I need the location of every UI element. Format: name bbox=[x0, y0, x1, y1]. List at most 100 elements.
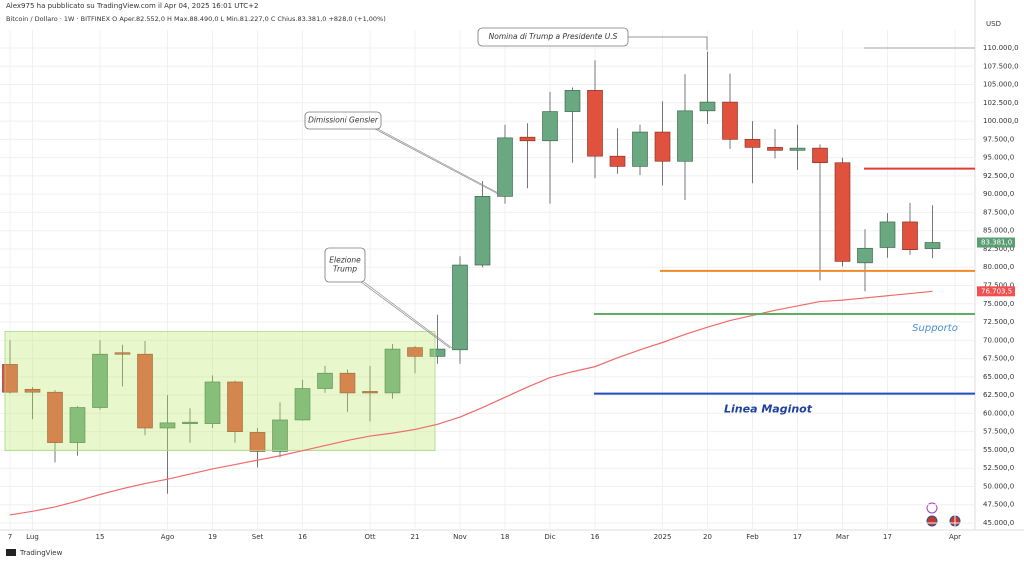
x-tick-label: 16 bbox=[591, 533, 600, 541]
x-tick-label: Apr bbox=[949, 533, 961, 541]
callout-text: Nomina di Trump a Presidente U.S bbox=[489, 32, 618, 41]
y-tick-label: 50.000,0 bbox=[983, 482, 1014, 490]
candle-body bbox=[159, 422, 176, 429]
candle-body bbox=[2, 364, 18, 393]
candle-body bbox=[204, 381, 221, 424]
x-tick-label: Mar bbox=[836, 533, 849, 541]
y-tick-label: 75.000,0 bbox=[983, 300, 1014, 308]
x-tick-label: 18 bbox=[501, 533, 510, 541]
candle-body bbox=[924, 242, 941, 249]
y-tick-label: 100.000,0 bbox=[983, 117, 1019, 125]
candle-body bbox=[137, 353, 153, 429]
candle-body bbox=[564, 90, 581, 112]
x-tick-label: 20 bbox=[703, 533, 712, 541]
y-tick-label: 82.500,0 bbox=[983, 245, 1014, 253]
y-tick-label: 65.000,0 bbox=[983, 373, 1014, 381]
callout-text: Trump bbox=[333, 265, 357, 274]
x-tick-label: 17 bbox=[883, 533, 892, 541]
x-tick-label: Set bbox=[252, 533, 264, 541]
candle-body bbox=[542, 111, 558, 142]
y-tick-label: 110.000,0 bbox=[983, 44, 1019, 52]
candle-body bbox=[24, 388, 41, 393]
candle-body bbox=[767, 147, 783, 151]
callout-box bbox=[477, 27, 629, 47]
callout-pointer bbox=[374, 128, 501, 196]
y-tick-label: 47.500,0 bbox=[983, 501, 1014, 509]
callout-box bbox=[324, 247, 366, 283]
y-tick-label: 45.000,0 bbox=[983, 519, 1014, 527]
candle-body bbox=[362, 391, 378, 394]
price-tag bbox=[977, 237, 1015, 248]
y-tick-label: 87.500,0 bbox=[983, 208, 1014, 216]
price-tag-label: 76.703,5 bbox=[981, 287, 1012, 295]
candle-body bbox=[834, 162, 851, 262]
callout-text: Elezione bbox=[329, 256, 361, 265]
candle-body bbox=[384, 348, 401, 394]
candle-body bbox=[182, 421, 198, 424]
callout-pointer bbox=[628, 36, 708, 50]
candle-body bbox=[587, 90, 603, 157]
range-box bbox=[4, 331, 436, 452]
y-tick-label: 85.000,0 bbox=[983, 227, 1014, 235]
candle-body bbox=[69, 407, 86, 443]
y-tick-label: 55.000,0 bbox=[983, 446, 1014, 454]
y-tick-label: 62.500,0 bbox=[983, 391, 1014, 399]
candle-body bbox=[902, 221, 918, 250]
y-tick-label: 80.000,0 bbox=[983, 263, 1014, 271]
candle-body bbox=[632, 131, 648, 167]
y-tick-label: 105.000,0 bbox=[983, 81, 1019, 89]
moving-average bbox=[9, 290, 933, 516]
callout-pointer bbox=[363, 281, 453, 349]
x-tick-label: Feb bbox=[746, 533, 759, 541]
x-tick-label: Lug bbox=[26, 533, 39, 541]
callout-box bbox=[304, 111, 382, 130]
y-tick-label: 90.000,0 bbox=[983, 190, 1014, 198]
x-tick-label: 21 bbox=[411, 533, 420, 541]
x-tick-label: 2025 bbox=[654, 533, 672, 541]
candle-body bbox=[857, 247, 873, 264]
candle-body bbox=[722, 101, 738, 140]
candle-body bbox=[789, 147, 806, 151]
y-tick-label: 95.000,0 bbox=[983, 154, 1014, 162]
candle-body bbox=[317, 372, 333, 389]
y-tick-label: 70.000,0 bbox=[983, 336, 1014, 344]
icon bbox=[926, 502, 938, 514]
symbol-line: Bitcoin / Dollaro · 1W · BITFINEX O Aper… bbox=[6, 15, 386, 23]
x-tick-label: 7 bbox=[8, 533, 12, 541]
candle-body bbox=[744, 139, 761, 148]
candle-body bbox=[339, 372, 356, 394]
x-tick-label: 16 bbox=[298, 533, 307, 541]
callout-text: Dimissioni Gensler bbox=[308, 116, 379, 125]
candle-body bbox=[227, 381, 243, 432]
x-tick-label: 15 bbox=[96, 533, 105, 541]
candle-body bbox=[699, 101, 716, 112]
candle-body bbox=[429, 348, 446, 357]
candle-body bbox=[609, 155, 626, 167]
x-tick-label: Ott bbox=[365, 533, 376, 541]
y-tick-label: 60.000,0 bbox=[983, 409, 1014, 417]
candle-body bbox=[474, 196, 491, 266]
candle-body bbox=[677, 110, 693, 162]
y-tick-label: 72.500,0 bbox=[983, 318, 1014, 326]
x-tick-label: Dic bbox=[544, 533, 555, 541]
price-tag bbox=[977, 286, 1015, 297]
footer: TradingView bbox=[19, 549, 63, 557]
candle-body bbox=[407, 347, 423, 357]
y-tick-label: 102.500,0 bbox=[983, 99, 1019, 107]
currency: USD bbox=[986, 20, 1001, 28]
y-tick-label: 67.500,0 bbox=[983, 355, 1014, 363]
candle-body bbox=[812, 147, 828, 164]
y-tick-label: 92.500,0 bbox=[983, 172, 1014, 180]
callout-pointer bbox=[360, 281, 451, 349]
candle-body bbox=[879, 221, 896, 248]
candle-body bbox=[294, 388, 311, 421]
x-tick-label: Nov bbox=[453, 533, 467, 541]
y-tick-label: 97.500,0 bbox=[983, 135, 1014, 143]
level-label: Linea Maginot bbox=[724, 403, 813, 416]
price-tag-label: 83.381,0 bbox=[981, 239, 1012, 247]
candle-body bbox=[272, 419, 288, 452]
y-tick-label: 57.500,0 bbox=[983, 428, 1014, 436]
y-tick-label: 77.500,0 bbox=[983, 282, 1014, 290]
y-tick-label: 52.500,0 bbox=[983, 464, 1014, 472]
